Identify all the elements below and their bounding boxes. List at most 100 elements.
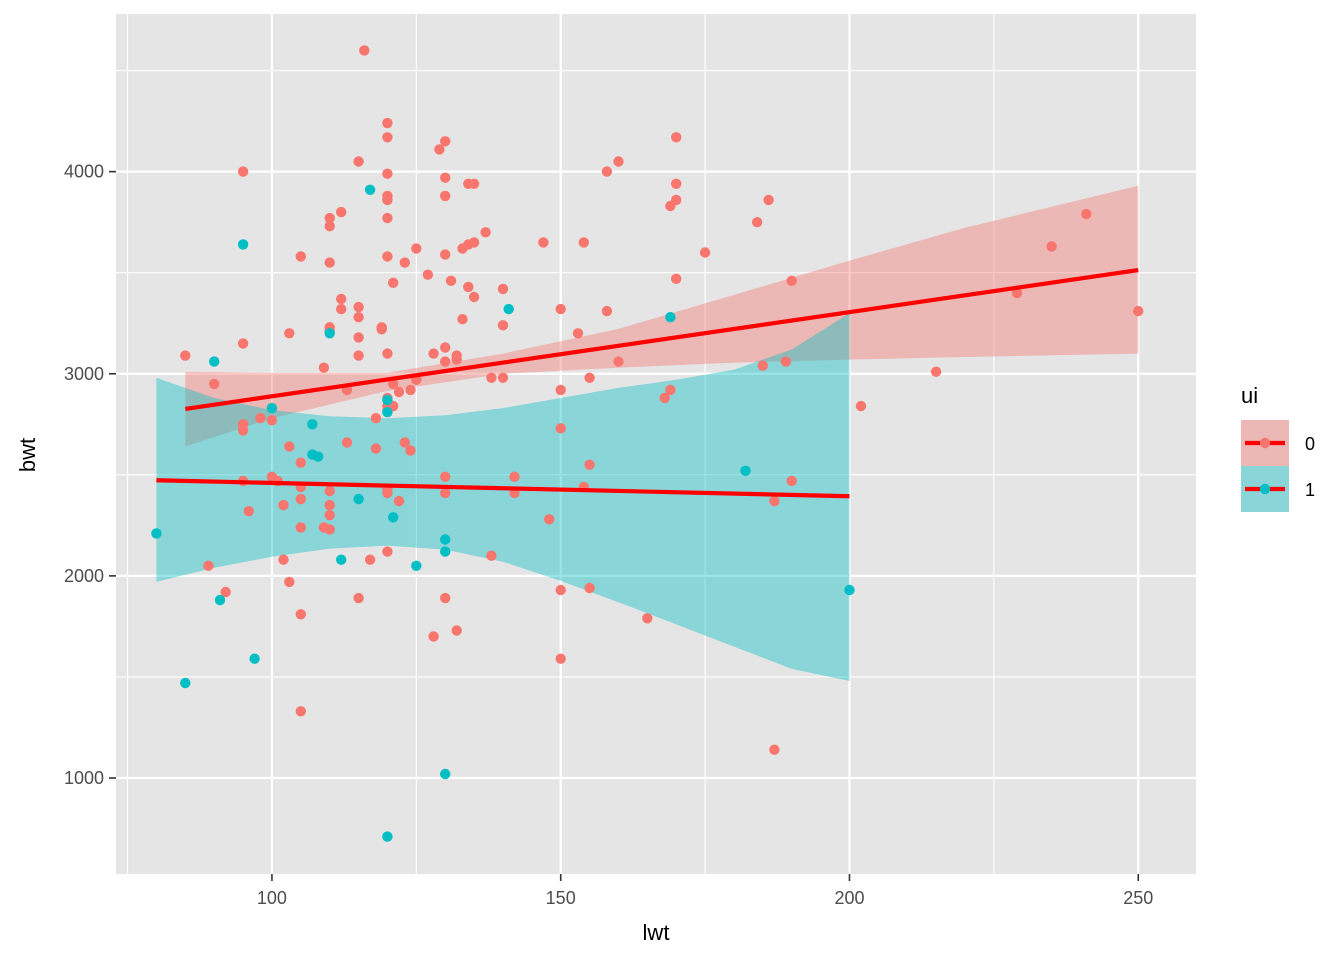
point-0: [382, 168, 393, 179]
point-0: [336, 293, 347, 305]
point-0: [324, 510, 335, 521]
point-1: [249, 653, 260, 664]
point-0: [209, 378, 220, 390]
point-0: [324, 212, 335, 224]
point-0: [671, 132, 682, 143]
confidence-band-0: [185, 185, 1139, 447]
point-0: [359, 45, 370, 56]
point-1: [180, 677, 191, 689]
point-0: [405, 445, 416, 456]
point-0: [584, 582, 595, 594]
point-0: [1046, 241, 1057, 252]
point-0: [237, 425, 249, 436]
scatter-points: [151, 45, 1144, 842]
point-0: [295, 493, 306, 505]
point-0: [601, 305, 613, 317]
point-0: [278, 499, 289, 511]
point-1: [382, 831, 393, 842]
point-0: [382, 251, 393, 262]
point-0: [538, 237, 549, 248]
point-0: [353, 332, 364, 343]
point-0: [382, 132, 393, 143]
point-0: [451, 354, 462, 365]
point-0: [382, 194, 393, 206]
point-0: [480, 227, 491, 238]
point-0: [613, 356, 624, 367]
legend-title: ui: [1241, 383, 1258, 408]
point-0: [220, 586, 231, 598]
point-0: [930, 366, 942, 377]
legend: ui 0 1: [1241, 383, 1315, 512]
point-1: [844, 584, 855, 596]
point-0: [341, 437, 353, 448]
y-tick-label: 3000: [64, 364, 104, 384]
point-0: [376, 324, 387, 335]
point-0: [555, 423, 566, 434]
point-1: [382, 407, 393, 418]
minor-gridlines: [116, 14, 1196, 874]
point-0: [659, 392, 670, 404]
plot-panel: [116, 14, 1196, 874]
point-0: [428, 348, 439, 359]
point-0: [509, 471, 520, 482]
point-0: [457, 314, 468, 325]
point-0: [180, 350, 191, 361]
point-1: [440, 546, 451, 557]
point-0: [370, 443, 382, 454]
point-0: [440, 487, 451, 499]
point-0: [382, 117, 393, 129]
point-1: [214, 594, 226, 606]
point-0: [440, 172, 451, 183]
point-0: [440, 592, 451, 604]
point-0: [399, 437, 410, 448]
point-0: [497, 283, 509, 295]
point-0: [353, 312, 364, 323]
point-0: [382, 212, 393, 224]
point-0: [440, 190, 451, 202]
point-1: [411, 560, 422, 571]
point-0: [324, 257, 335, 268]
point-0: [780, 356, 792, 367]
point-0: [440, 249, 451, 260]
y-axis-title: bwt: [15, 438, 40, 472]
point-0: [468, 291, 480, 303]
fit-lines: [156, 268, 1139, 499]
major-gridlines: [116, 14, 1196, 874]
point-0: [555, 303, 566, 315]
point-0: [671, 273, 682, 284]
point-0: [382, 487, 393, 499]
point-1: [440, 768, 451, 780]
point-0: [399, 257, 410, 268]
point-0: [497, 320, 509, 331]
point-0: [497, 372, 509, 383]
point-0: [324, 524, 335, 535]
axes: 100 150 200 250 1000 2000 3000 4000: [64, 162, 1153, 908]
point-0: [295, 457, 306, 468]
point-1: [237, 239, 249, 250]
point-0: [763, 194, 774, 206]
point-0: [486, 372, 497, 383]
point-0: [699, 247, 711, 258]
point-0: [405, 384, 416, 396]
fit-line-1: [156, 478, 850, 499]
point-0: [440, 356, 451, 367]
point-0: [769, 495, 780, 507]
point-1: [665, 312, 676, 323]
point-0: [855, 400, 867, 412]
point-0: [388, 378, 399, 390]
point-0: [266, 415, 278, 426]
point-0: [237, 166, 249, 177]
point-1: [307, 419, 318, 430]
point-0: [382, 348, 393, 359]
point-0: [468, 178, 480, 189]
point-0: [353, 350, 364, 361]
point-0: [572, 328, 584, 339]
point-0: [393, 495, 405, 507]
x-axis-title: lwt: [643, 920, 670, 945]
point-0: [671, 178, 682, 189]
point-1: [388, 512, 399, 523]
point-0: [284, 441, 295, 452]
point-0: [295, 522, 306, 533]
point-0: [786, 275, 797, 286]
